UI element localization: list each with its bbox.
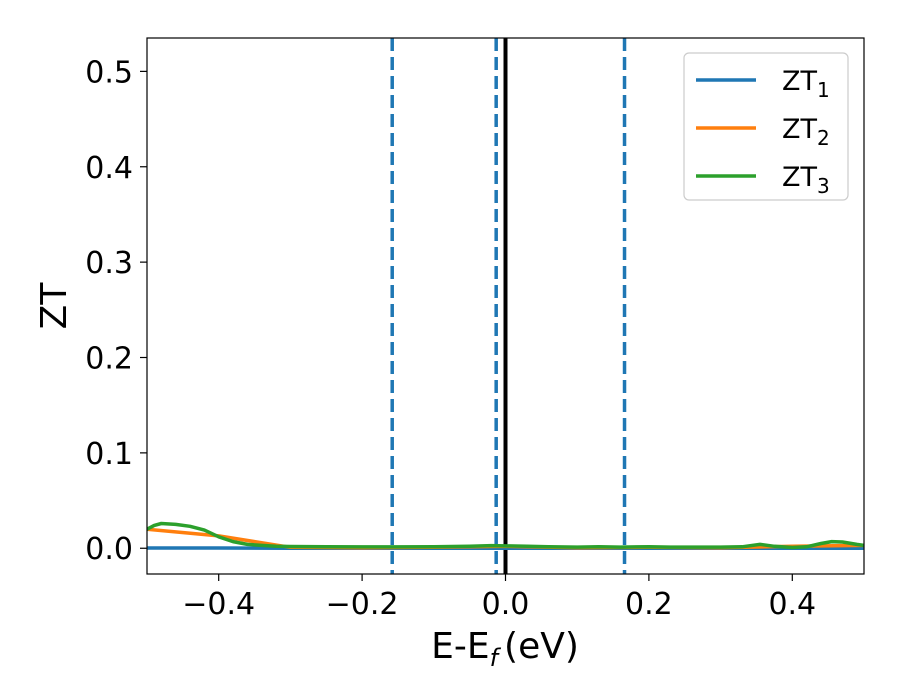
- y-tick-label: 0.5: [85, 55, 133, 90]
- legend-label-zt1: ZT1: [782, 66, 830, 102]
- x-tick-label: 0.4: [768, 587, 816, 622]
- x-axis: −0.4 −0.2 0.0 0.2 0.4: [182, 574, 816, 622]
- y-tick-label: 0.2: [85, 342, 133, 377]
- legend: ZT1 ZT2 ZT3: [683, 52, 849, 201]
- x-tick-label: 0.2: [625, 587, 673, 622]
- x-tick-label: 0.0: [482, 587, 530, 622]
- legend-label-zt3: ZT3: [782, 162, 830, 198]
- y-tick-label: 0.4: [85, 151, 133, 186]
- legend-box: [683, 52, 849, 201]
- y-tick-label: 0.1: [85, 437, 133, 472]
- x-tick-label: −0.2: [326, 587, 399, 622]
- y-tick-label: 0.3: [85, 246, 133, 281]
- y-axis-title: ZT: [34, 282, 75, 330]
- x-axis-title: E-Ef (eV): [431, 626, 579, 672]
- y-tick-label: 0.0: [85, 532, 133, 567]
- y-axis: 0.0 0.1 0.2 0.3 0.4 0.5: [85, 55, 147, 567]
- plot-area: [147, 38, 864, 574]
- series-line-zt3: [147, 521, 864, 550]
- legend-label-zt2: ZT2: [782, 114, 830, 150]
- x-tick-label: −0.4: [182, 587, 255, 622]
